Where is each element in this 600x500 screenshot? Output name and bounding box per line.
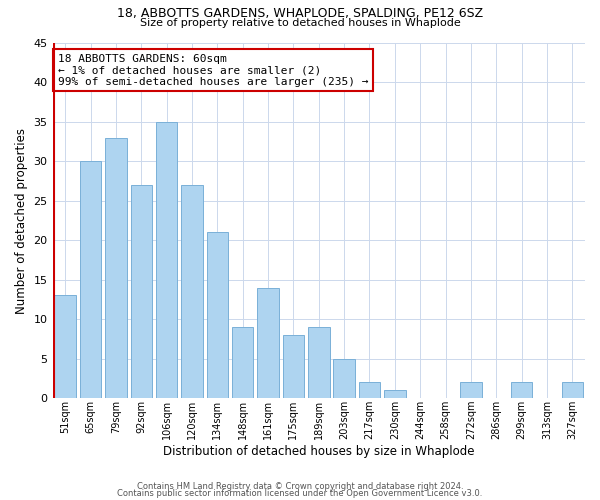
Bar bbox=[156, 122, 178, 398]
Text: Size of property relative to detached houses in Whaplode: Size of property relative to detached ho… bbox=[140, 18, 460, 28]
Text: Contains public sector information licensed under the Open Government Licence v3: Contains public sector information licen… bbox=[118, 489, 482, 498]
Bar bbox=[232, 327, 253, 398]
Bar bbox=[283, 335, 304, 398]
Bar bbox=[334, 358, 355, 398]
Y-axis label: Number of detached properties: Number of detached properties bbox=[15, 128, 28, 314]
Bar bbox=[55, 296, 76, 398]
Bar bbox=[562, 382, 583, 398]
Bar bbox=[511, 382, 532, 398]
Bar bbox=[359, 382, 380, 398]
Bar bbox=[384, 390, 406, 398]
Text: 18, ABBOTTS GARDENS, WHAPLODE, SPALDING, PE12 6SZ: 18, ABBOTTS GARDENS, WHAPLODE, SPALDING,… bbox=[117, 8, 483, 20]
Bar bbox=[206, 232, 228, 398]
Text: Contains HM Land Registry data © Crown copyright and database right 2024.: Contains HM Land Registry data © Crown c… bbox=[137, 482, 463, 491]
Bar bbox=[181, 185, 203, 398]
Text: 18 ABBOTTS GARDENS: 60sqm
← 1% of detached houses are smaller (2)
99% of semi-de: 18 ABBOTTS GARDENS: 60sqm ← 1% of detach… bbox=[58, 54, 368, 87]
Bar bbox=[131, 185, 152, 398]
Bar bbox=[257, 288, 279, 398]
Bar bbox=[308, 327, 329, 398]
X-axis label: Distribution of detached houses by size in Whaplode: Distribution of detached houses by size … bbox=[163, 444, 475, 458]
Bar bbox=[80, 162, 101, 398]
Bar bbox=[460, 382, 482, 398]
Bar bbox=[105, 138, 127, 398]
